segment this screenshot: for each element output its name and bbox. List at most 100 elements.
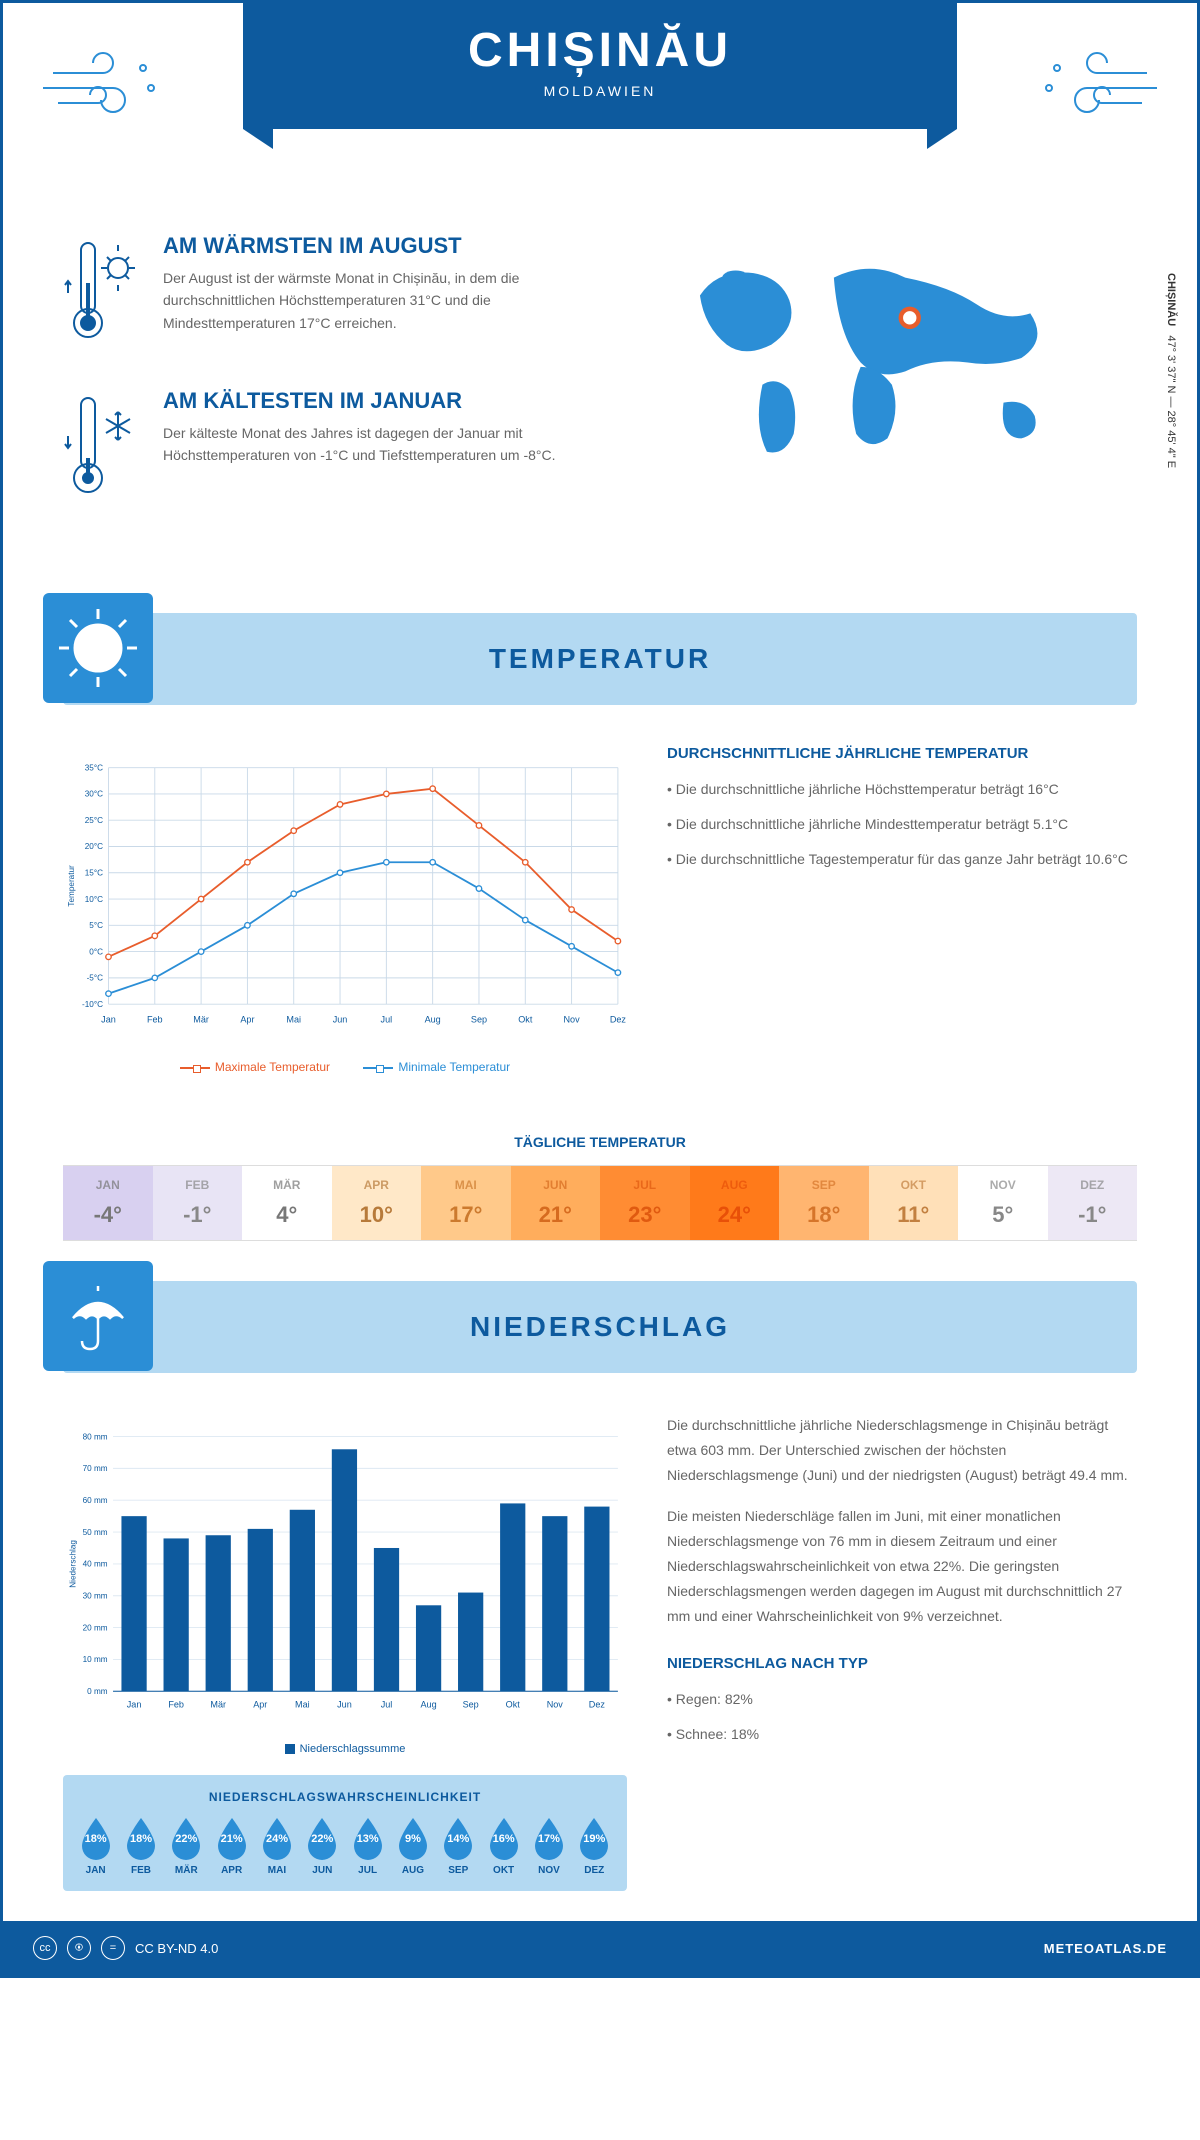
svg-text:Okt: Okt	[506, 1700, 521, 1710]
temperature-line-chart: -10°C-5°C0°C5°C10°C15°C20°C25°C30°C35°CJ…	[63, 745, 627, 1045]
svg-text:-10°C: -10°C	[82, 1000, 103, 1009]
section-title: NIEDERSCHLAG	[63, 1311, 1137, 1343]
coldest-block: AM KÄLTESTEN IM JANUAR Der kälteste Mona…	[63, 388, 580, 513]
svg-text:Nov: Nov	[547, 1700, 564, 1710]
svg-text:0 mm: 0 mm	[87, 1687, 108, 1696]
summary-section: AM WÄRMSTEN IM AUGUST Der August ist der…	[3, 203, 1197, 613]
umbrella-icon	[43, 1261, 153, 1371]
probability-cell: 22%MÄR	[168, 1816, 204, 1876]
probability-title: NIEDERSCHLAGSWAHRSCHEINLICHKEIT	[73, 1790, 617, 1804]
precip-type-title: NIEDERSCHLAG NACH TYP	[667, 1655, 1137, 1672]
page-title: CHIȘINĂU	[243, 23, 957, 78]
svg-text:Feb: Feb	[147, 1014, 163, 1024]
svg-text:Mai: Mai	[286, 1014, 301, 1024]
svg-text:Apr: Apr	[253, 1700, 267, 1710]
svg-text:Aug: Aug	[425, 1014, 441, 1024]
daily-temp-cell: MÄR4°	[242, 1166, 332, 1240]
daily-temp-cell: JAN-4°	[63, 1166, 153, 1240]
svg-text:40 mm: 40 mm	[83, 1560, 108, 1569]
probability-cell: 18%JAN	[78, 1816, 114, 1876]
probability-grid: 18%JAN18%FEB22%MÄR21%APR24%MAI22%JUN13%J…	[73, 1816, 617, 1876]
svg-text:Sep: Sep	[463, 1700, 479, 1710]
svg-text:Mai: Mai	[295, 1700, 310, 1710]
nd-icon: =	[101, 1936, 125, 1960]
averages-title: DURCHSCHNITTLICHE JÄHRLICHE TEMPERATUR	[667, 745, 1137, 762]
svg-text:Feb: Feb	[168, 1700, 184, 1710]
warmest-block: AM WÄRMSTEN IM AUGUST Der August ist der…	[63, 233, 580, 358]
precipitation-section-header: NIEDERSCHLAG	[63, 1281, 1137, 1373]
probability-cell: 9%AUG	[395, 1816, 431, 1876]
temperature-chart-row: -10°C-5°C0°C5°C10°C15°C20°C25°C30°C35°CJ…	[3, 745, 1197, 1104]
coldest-text: Der kälteste Monat des Jahres ist dagege…	[163, 422, 580, 467]
wind-icon	[33, 33, 173, 138]
world-map-box: CHIȘINĂU 47° 3' 37" N — 28° 45' 4" E	[620, 233, 1137, 543]
svg-text:Temperatur: Temperatur	[67, 865, 76, 907]
infographic-container: CHIȘINĂU MOLDAWIEN	[0, 0, 1200, 1978]
daily-temp-cell: JUL23°	[600, 1166, 690, 1240]
svg-text:30 mm: 30 mm	[83, 1591, 108, 1600]
page-subtitle: MOLDAWIEN	[243, 83, 957, 99]
coordinates: CHIȘINĂU 47° 3' 37" N — 28° 45' 4" E	[1165, 273, 1177, 468]
svg-text:Niederschlag: Niederschlag	[69, 1540, 78, 1588]
svg-text:Mär: Mär	[210, 1700, 226, 1710]
precip-desc-1: Die durchschnittliche jährliche Niedersc…	[667, 1413, 1137, 1489]
temperature-legend: Maximale Temperatur Minimale Temperatur	[63, 1060, 627, 1074]
daily-temp-cell: JUN21°	[511, 1166, 601, 1240]
probability-cell: 17%NOV	[531, 1816, 567, 1876]
probability-cell: 16%OKT	[486, 1816, 522, 1876]
svg-text:80 mm: 80 mm	[83, 1432, 108, 1441]
svg-text:Mär: Mär	[193, 1014, 209, 1024]
daily-temp-cell: DEZ-1°	[1048, 1166, 1138, 1240]
probability-cell: 14%SEP	[440, 1816, 476, 1876]
svg-text:50 mm: 50 mm	[83, 1528, 108, 1537]
by-icon: 🅯	[67, 1936, 91, 1960]
probability-box: NIEDERSCHLAGSWAHRSCHEINLICHKEIT 18%JAN18…	[63, 1775, 627, 1891]
probability-cell: 13%JUL	[350, 1816, 386, 1876]
bullet-item: • Die durchschnittliche jährliche Mindes…	[667, 812, 1137, 837]
daily-temp-cell: NOV5°	[958, 1166, 1048, 1240]
svg-text:Jan: Jan	[127, 1700, 142, 1710]
bullet-item: • Die durchschnittliche jährliche Höchst…	[667, 777, 1137, 802]
svg-text:10°C: 10°C	[85, 895, 103, 904]
svg-text:0°C: 0°C	[89, 947, 103, 956]
svg-text:20 mm: 20 mm	[83, 1623, 108, 1632]
svg-text:20°C: 20°C	[85, 842, 103, 851]
title-banner: CHIȘINĂU MOLDAWIEN	[243, 3, 957, 129]
probability-cell: 22%JUN	[304, 1816, 340, 1876]
bullet-item: • Schnee: 18%	[667, 1722, 1137, 1747]
header: CHIȘINĂU MOLDAWIEN	[3, 3, 1197, 203]
daily-temp-cell: FEB-1°	[153, 1166, 243, 1240]
bullet-item: • Regen: 82%	[667, 1687, 1137, 1712]
daily-temp-cell: OKT11°	[869, 1166, 959, 1240]
section-title: TEMPERATUR	[63, 643, 1137, 675]
svg-text:Jul: Jul	[381, 1014, 393, 1024]
coldest-title: AM KÄLTESTEN IM JANUAR	[163, 388, 580, 414]
svg-text:Okt: Okt	[518, 1014, 533, 1024]
svg-text:Jun: Jun	[333, 1014, 348, 1024]
svg-text:Aug: Aug	[420, 1700, 436, 1710]
precipitation-chart-row: 0 mm10 mm20 mm30 mm40 mm50 mm60 mm70 mm8…	[3, 1413, 1197, 1921]
thermometer-sun-icon	[63, 233, 143, 358]
svg-text:Dez: Dez	[610, 1014, 627, 1024]
probability-cell: 19%DEZ	[576, 1816, 612, 1876]
probability-cell: 21%APR	[214, 1816, 250, 1876]
license-text: CC BY-ND 4.0	[135, 1941, 218, 1956]
daily-temp-title: TÄGLICHE TEMPERATUR	[3, 1134, 1197, 1150]
svg-text:Dez: Dez	[589, 1700, 606, 1710]
temperature-section-header: TEMPERATUR	[63, 613, 1137, 705]
daily-temp-cell: AUG24°	[690, 1166, 780, 1240]
daily-temp-cell: APR10°	[332, 1166, 422, 1240]
svg-text:Apr: Apr	[240, 1014, 254, 1024]
thermometer-snow-icon	[63, 388, 143, 513]
daily-temp-cell: MAI17°	[421, 1166, 511, 1240]
precip-desc-2: Die meisten Niederschläge fallen im Juni…	[667, 1504, 1137, 1630]
svg-text:25°C: 25°C	[85, 816, 103, 825]
bullet-item: • Die durchschnittliche Tagestemperatur …	[667, 847, 1137, 872]
world-map-icon	[620, 233, 1137, 483]
svg-text:Jun: Jun	[337, 1700, 352, 1710]
svg-text:Jan: Jan	[101, 1014, 116, 1024]
svg-text:30°C: 30°C	[85, 790, 103, 799]
precipitation-legend: Niederschlagssumme	[63, 1743, 627, 1755]
sun-icon	[43, 593, 153, 703]
probability-cell: 18%FEB	[123, 1816, 159, 1876]
